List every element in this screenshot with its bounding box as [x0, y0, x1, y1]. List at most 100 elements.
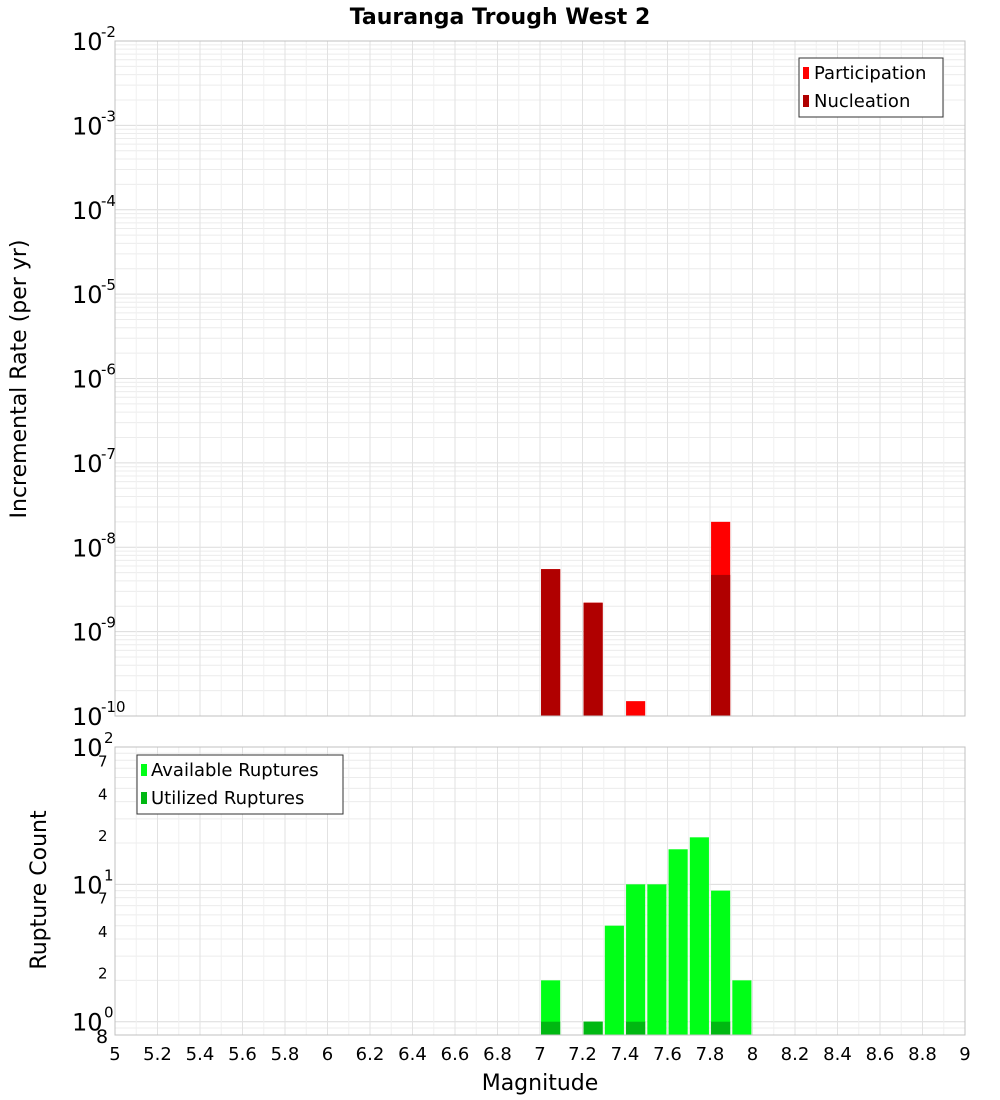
- count-y-tick-label: 10 2: [72, 729, 114, 762]
- count-bar-utilized-ruptures: [711, 1021, 731, 1035]
- rate-y-tick-base: 10: [72, 281, 103, 309]
- x-tick-label: 5: [109, 1044, 120, 1065]
- count-bar-utilized-ruptures: [541, 1021, 561, 1035]
- count-y-minor-tick-label: 2: [98, 827, 108, 845]
- count-y-tick-base: 10: [72, 734, 103, 762]
- count-bar-utilized-ruptures: [626, 1021, 646, 1035]
- count-y-tick-exponent: 2: [104, 729, 114, 747]
- x-tick-label: 5.6: [228, 1044, 257, 1065]
- count-legend-box: [136, 754, 344, 815]
- rate-y-tick-base: 10: [72, 703, 103, 731]
- count-bar-available-ruptures: [668, 849, 688, 1035]
- rate-legend-swatch: [803, 67, 809, 79]
- rate-y-tick-base: 10: [72, 450, 103, 478]
- x-tick-label: 6.8: [483, 1044, 512, 1065]
- count-bar-available-ruptures: [541, 980, 561, 1035]
- x-tick-label: 6.2: [356, 1044, 385, 1065]
- rate-bar-nucleation: [541, 569, 561, 716]
- count-legend-label: Utilized Ruptures: [151, 788, 304, 809]
- x-tick-label: 7.8: [696, 1044, 725, 1065]
- rate-legend-label: Nucleation: [814, 91, 910, 112]
- count-legend: Available Ruptures Utilized Ruptures: [136, 754, 344, 815]
- x-tick-label: 7.6: [653, 1044, 682, 1065]
- x-tick-label: 8.8: [908, 1044, 937, 1065]
- count-y-tick-exponent: 0: [104, 1004, 114, 1022]
- rate-legend: Participation Nucleation: [798, 57, 944, 118]
- count-legend-swatch: [141, 764, 147, 776]
- rate-y-tick-exponent: -9: [101, 614, 116, 632]
- x-tick-label: 8: [747, 1044, 758, 1065]
- count-y-tick-exponent: 1: [104, 866, 114, 884]
- rate-y-tick-label: 10-6: [72, 361, 116, 394]
- rate-plot-border: [114, 40, 966, 717]
- count-legend-label: Available Ruptures: [151, 760, 319, 781]
- count-y-tick-label: 10 1: [72, 866, 114, 899]
- rate-y-tick-label: 10-3: [72, 107, 116, 140]
- x-tick-label: 8.4: [823, 1044, 852, 1065]
- rate-y-tick-exponent: -2: [101, 23, 116, 41]
- count-bar-available-ruptures: [626, 884, 646, 1035]
- rate-bar-nucleation: [583, 602, 603, 716]
- rate-y-tick-label: 10-10: [72, 698, 126, 731]
- x-tick-label: 6.4: [398, 1044, 427, 1065]
- rate-y-tick-base: 10: [72, 112, 103, 140]
- x-tick-label: 9: [959, 1044, 970, 1065]
- rate-y-tick-label: 10-2: [72, 23, 116, 56]
- rate-y-tick-exponent: -8: [101, 529, 116, 547]
- count-y-minor-tick-label: 8: [96, 1026, 108, 1048]
- rate-y-tick-base: 10: [72, 534, 103, 562]
- rate-y-tick-label: 10-8: [72, 529, 116, 562]
- rate-y-tick-exponent: -6: [101, 361, 116, 379]
- rate-y-tick-base: 10: [72, 197, 103, 225]
- rate-y-tick-exponent: -3: [101, 107, 116, 125]
- count-bar-utilized-ruptures: [583, 1021, 603, 1035]
- chart-title: Tauranga Trough West 2: [350, 5, 651, 30]
- rate-y-tick-base: 10: [72, 619, 103, 647]
- rate-y-tick-exponent: -4: [101, 192, 116, 210]
- rate-y-tick-exponent: -5: [101, 276, 116, 294]
- count-y-minor-tick-label: 2: [98, 964, 108, 982]
- x-tick-label: 5.4: [186, 1044, 215, 1065]
- x-tick-label: 5.8: [271, 1044, 300, 1065]
- rate-y-tick-base: 10: [72, 366, 103, 394]
- count-y-tick-label: 10 0: [72, 1004, 114, 1037]
- count-legend-swatch: [141, 792, 147, 804]
- rate-legend-label: Participation: [814, 63, 926, 84]
- rate-y-tick-label: 10-4: [72, 192, 116, 225]
- x-tick-label: 6.6: [441, 1044, 470, 1065]
- x-tick-label: 8.2: [781, 1044, 810, 1065]
- count-bar-available-ruptures: [689, 837, 709, 1035]
- y-axis-label-count: Rupture Count: [27, 810, 52, 970]
- rate-y-tick-label: 10-5: [72, 276, 116, 309]
- rate-y-tick-exponent: -10: [101, 698, 126, 716]
- x-tick-label: 7.4: [611, 1044, 640, 1065]
- rate-y-tick-label: 10-7: [72, 445, 116, 478]
- x-tick-label: 5.2: [143, 1044, 172, 1065]
- count-y-minor-tick-label: 4: [98, 786, 108, 804]
- rate-legend-swatch: [803, 95, 809, 107]
- count-y-tick-base: 10: [72, 871, 103, 899]
- x-tick-label: 6: [322, 1044, 333, 1065]
- count-bar-available-ruptures: [732, 980, 752, 1035]
- rate-legend-box: [798, 57, 944, 118]
- count-y-minor-tick-label: 7: [98, 752, 108, 770]
- rate-bar-nucleation: [711, 574, 731, 716]
- rate-panel: 10-210-310-410-510-610-710-810-910-10Par…: [72, 23, 966, 731]
- rate-y-tick-base: 10: [72, 28, 103, 56]
- rate-y-tick-label: 10-9: [72, 614, 116, 647]
- count-bar-available-ruptures: [604, 925, 624, 1035]
- count-y-minor-tick-label: 4: [98, 923, 108, 941]
- y-axis-label-rate: Incremental Rate (per yr): [7, 240, 32, 519]
- count-bar-available-ruptures: [647, 884, 667, 1035]
- rate-y-tick-exponent: -7: [101, 445, 116, 463]
- rate-bar-participation: [626, 701, 646, 716]
- x-tick-label: 7: [534, 1044, 545, 1065]
- count-plot-border: [114, 746, 966, 1036]
- count-y-minor-tick-label: 7: [98, 890, 108, 908]
- x-tick-label: 7.2: [568, 1044, 597, 1065]
- x-axis-label: Magnitude: [482, 1071, 599, 1096]
- x-tick-label: 8.6: [866, 1044, 895, 1065]
- count-bar-available-ruptures: [711, 890, 731, 1035]
